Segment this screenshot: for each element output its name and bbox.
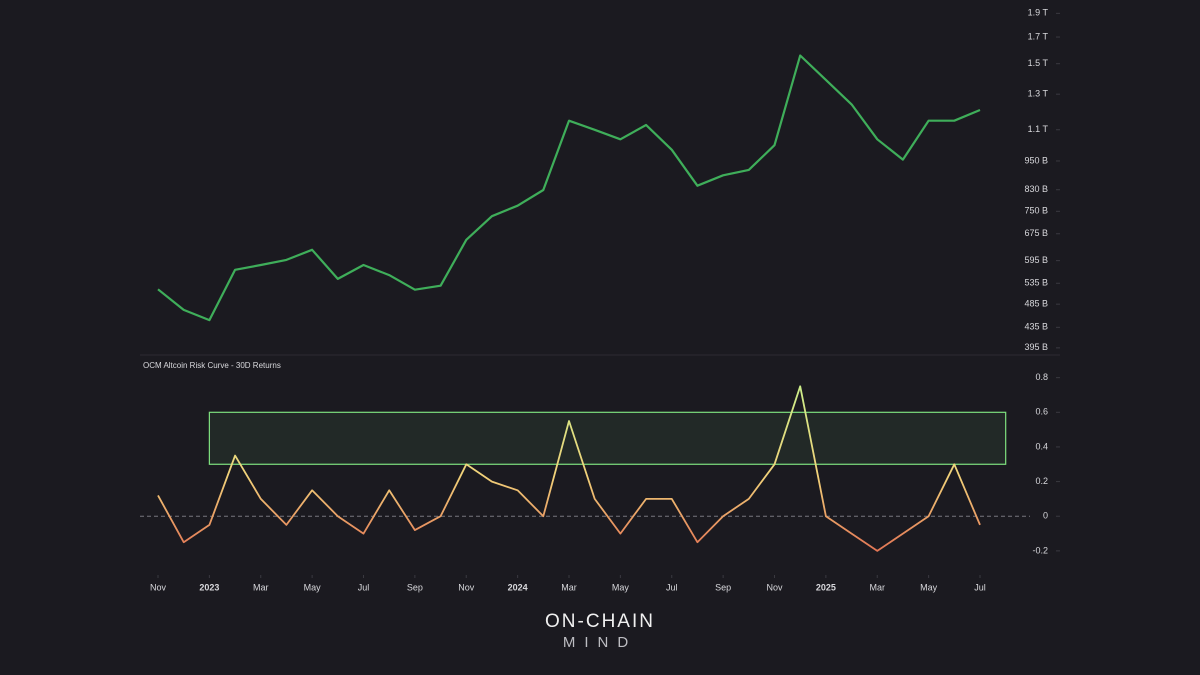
y-tick-label: 1.5 T [1028, 58, 1049, 68]
series-line [157, 385, 981, 552]
lower-title: OCM Altcoin Risk Curve - 30D Returns [143, 361, 281, 370]
y-tick-label: 535 B [1024, 278, 1048, 288]
y-tick-label: -0.2 [1032, 545, 1048, 555]
x-tick-label: Jul [974, 582, 986, 592]
x-tick-label: Mar [253, 582, 269, 592]
y-tick-label: 435 B [1024, 322, 1048, 332]
y-tick-label: 675 B [1024, 228, 1048, 238]
y-tick-label: 1.1 T [1028, 124, 1049, 134]
logo-line2: MIND [563, 634, 637, 651]
y-tick-label: 595 B [1024, 255, 1048, 265]
x-tick-label: 2025 [816, 582, 836, 592]
target-zone [208, 411, 1007, 465]
x-tick-label: Mar [870, 582, 886, 592]
x-tick-label: Nov [458, 582, 475, 592]
x-tick-label: 2024 [508, 582, 528, 592]
x-tick-label: May [612, 582, 630, 592]
x-tick-label: May [304, 582, 322, 592]
y-tick-label: 395 B [1024, 342, 1048, 352]
x-tick-label: Mar [561, 582, 577, 592]
y-tick-label: 0.6 [1035, 407, 1048, 417]
x-tick-label: Nov [766, 582, 783, 592]
x-tick-label: Nov [150, 582, 167, 592]
y-tick-label: 0.4 [1035, 441, 1048, 451]
y-tick-label: 485 B [1024, 299, 1048, 309]
x-tick-label: May [920, 582, 938, 592]
x-tick-label: Jul [666, 582, 678, 592]
x-tick-label: 2023 [199, 582, 219, 592]
y-tick-label: 830 B [1024, 184, 1048, 194]
series-line [157, 54, 981, 322]
y-tick-label: 1.3 T [1028, 89, 1049, 99]
y-tick-label: 0.8 [1035, 372, 1048, 382]
y-tick-label: 950 B [1024, 155, 1048, 165]
x-tick-label: Sep [407, 582, 423, 592]
y-tick-label: 1.7 T [1028, 31, 1049, 41]
y-tick-label: 0.2 [1035, 476, 1048, 486]
logo-line1: ON-CHAIN [545, 611, 655, 632]
y-tick-label: 750 B [1024, 206, 1048, 216]
x-tick-label: Sep [715, 582, 731, 592]
x-tick-label: Jul [358, 582, 370, 592]
y-tick-label: 1.9 T [1028, 8, 1049, 18]
y-tick-label: 0 [1043, 511, 1048, 521]
